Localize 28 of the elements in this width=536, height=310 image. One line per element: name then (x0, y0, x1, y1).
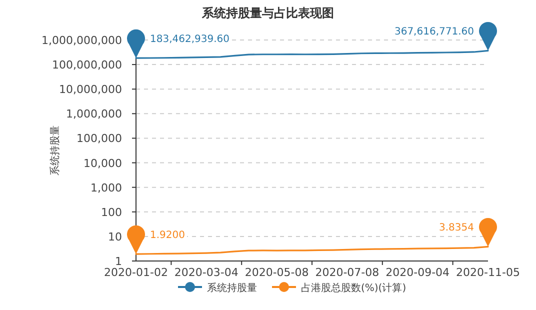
y-tick-label: 100,000,000 (52, 58, 122, 72)
y-tick-label: 10,000 (84, 156, 122, 170)
y-tick-label: 1,000,000,000 (42, 34, 122, 47)
annotation: 183,462,939.60 (127, 29, 232, 58)
x-tick-label: 2020-03-04 (174, 266, 238, 279)
annotation: 3.8354 (439, 222, 474, 234)
x-tick-label: 2020-09-04 (386, 266, 450, 279)
x-tick-label: 2020-07-08 (315, 266, 380, 279)
x-tick-label: 2020-01-02 (104, 266, 168, 279)
annotation: 367,616,771.60 (394, 26, 474, 38)
annotation: 367,616,771.60 (392, 22, 497, 51)
annotation: 183,462,939.60 (150, 34, 230, 46)
y-tick-label: 10 (108, 230, 122, 244)
annotation: 3.8354 (437, 218, 497, 247)
y-tick-label: 10,000,000 (59, 83, 122, 96)
y-tick-label: 1,000,000 (66, 108, 122, 121)
legend-label: 占港股总股数(%)(计算) (301, 282, 406, 294)
annotation: 1.9200 (127, 225, 187, 254)
x-tick-label: 2020-05-08 (244, 266, 309, 279)
chart-title: 系统持股量与占比表现图 (201, 6, 334, 20)
y-axis-title: 系统持股量 (49, 126, 61, 176)
annotation: 1.9200 (150, 230, 185, 242)
y-tick-label: 1,000 (90, 181, 122, 194)
x-tick-label: 2020-11-05 (456, 266, 520, 279)
y-tick-label: 100 (101, 206, 122, 219)
y-tick-label: 1 (115, 255, 122, 268)
legend-label: 系统持股量 (207, 282, 257, 294)
y-tick-label: 100,000 (76, 132, 122, 146)
